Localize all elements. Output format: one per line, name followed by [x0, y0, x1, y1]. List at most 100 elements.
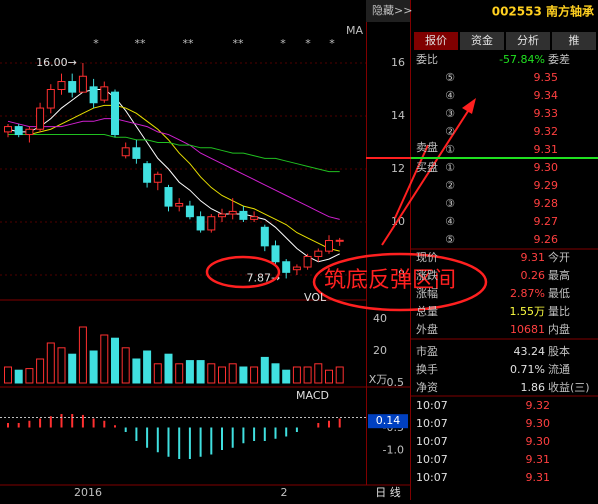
- marker: **: [183, 37, 195, 50]
- candle-body: [111, 91, 119, 136]
- tick-time: 10:07: [416, 417, 448, 430]
- volume-bar: [314, 363, 323, 384]
- volume-bar: [78, 326, 87, 384]
- macd-tick-label: 0.5: [387, 376, 405, 389]
- volume-bar: [228, 363, 237, 384]
- candle-body: [143, 163, 152, 183]
- stat-label: 涨幅: [416, 287, 438, 300]
- tab-label[interactable]: 推: [569, 33, 580, 47]
- candle-body: [207, 216, 216, 231]
- volume-bar: [250, 366, 259, 384]
- volume-bar: [260, 356, 269, 384]
- moving-average: [7, 118, 340, 220]
- tick-price: 9.31: [526, 471, 551, 484]
- candle-body: [46, 89, 55, 109]
- level: ④: [445, 89, 455, 102]
- candle-body: [228, 210, 237, 215]
- candle-body: [314, 250, 323, 257]
- tab-label[interactable]: 分析: [517, 33, 539, 47]
- level: ③: [445, 107, 455, 120]
- candle-body: [25, 128, 34, 136]
- candle-body: [89, 86, 98, 104]
- candle-body: [271, 245, 280, 263]
- candle-body: [4, 126, 12, 133]
- candle-body: [78, 75, 87, 93]
- macd-label: MACD: [296, 389, 329, 402]
- level: ③: [445, 197, 455, 210]
- volume-bar: [111, 337, 119, 384]
- y-tick-label: 14: [391, 109, 405, 122]
- tick-time: 10:07: [416, 453, 448, 466]
- volume-bar: [271, 363, 280, 384]
- vol-unit: X万: [369, 373, 388, 386]
- stat-label2: 最低: [548, 287, 570, 300]
- tab[interactable]: [414, 32, 458, 50]
- candle-body: [68, 81, 77, 93]
- stat-label2: 股本: [548, 344, 570, 358]
- tab[interactable]: [506, 32, 550, 50]
- volume-bar: [132, 358, 141, 384]
- tick-time: 10:07: [416, 399, 448, 412]
- volume-bar: [153, 363, 162, 384]
- ratio-label2: 委差: [548, 52, 570, 66]
- y-tick-label: 16: [391, 56, 405, 69]
- marker: **: [135, 37, 147, 50]
- level: ⑤: [445, 71, 455, 84]
- y-tick-label: 8: [398, 268, 405, 281]
- stat-value: 1.86: [521, 381, 546, 394]
- vol-label: VOL: [304, 291, 327, 304]
- volume-bar: [239, 366, 248, 384]
- tick-price: 9.30: [526, 435, 551, 448]
- stat-label2: 量比: [548, 305, 570, 318]
- tab-label[interactable]: 资金: [471, 33, 493, 47]
- candle-body: [100, 86, 109, 101]
- marker: *: [93, 37, 99, 50]
- period[interactable]: 日 线: [375, 485, 401, 499]
- tick-price: 9.30: [526, 417, 551, 430]
- buy-label: 买盘: [416, 160, 438, 174]
- marker: *: [305, 37, 311, 50]
- candle-body: [218, 213, 226, 218]
- candle-body: [132, 147, 141, 159]
- volume-bar: [100, 334, 109, 384]
- hide-bar: [366, 0, 410, 22]
- volume-bar: [175, 363, 184, 384]
- tab[interactable]: [552, 32, 596, 50]
- tick-price: 9.31: [526, 453, 551, 466]
- candle-body: [57, 81, 66, 91]
- annotation: 筑底反弹区间: [324, 268, 456, 293]
- hide-button[interactable]: 隐藏>>: [372, 4, 412, 17]
- volume-bar: [46, 342, 55, 384]
- price: 9.32: [534, 125, 559, 138]
- price: 9.27: [534, 215, 559, 228]
- stat-value: 0.26: [521, 269, 546, 282]
- candle-body: [36, 107, 45, 130]
- level: ②: [445, 179, 455, 192]
- level: ④: [445, 215, 455, 228]
- volume-bar: [218, 366, 226, 384]
- stat-value: 9.31: [521, 251, 546, 264]
- candle-body: [196, 216, 205, 231]
- tab[interactable]: [460, 32, 504, 50]
- price: 9.26: [534, 233, 559, 246]
- vol-tick-label: 40: [373, 312, 387, 325]
- volume-bar: [121, 347, 130, 384]
- stat-value: 1.55万: [510, 305, 546, 318]
- candle-body: [282, 261, 291, 273]
- level: ①: [445, 143, 455, 156]
- volume-bar: [89, 350, 98, 384]
- vol-tick-label: 20: [373, 344, 387, 357]
- volume-bar: [185, 360, 194, 384]
- marker: *: [280, 37, 286, 50]
- stat-label: 总量: [416, 304, 438, 318]
- highlight: [205, 255, 281, 289]
- candle-body: [164, 187, 173, 207]
- candle-body: [260, 226, 269, 247]
- tab-label[interactable]: 报价: [425, 33, 447, 47]
- volume-bar: [292, 366, 301, 384]
- tick-time: 10:07: [416, 435, 448, 448]
- stat-label: 净资: [416, 380, 438, 394]
- price: 9.30: [534, 161, 559, 174]
- stat-value: 2.87%: [510, 287, 545, 300]
